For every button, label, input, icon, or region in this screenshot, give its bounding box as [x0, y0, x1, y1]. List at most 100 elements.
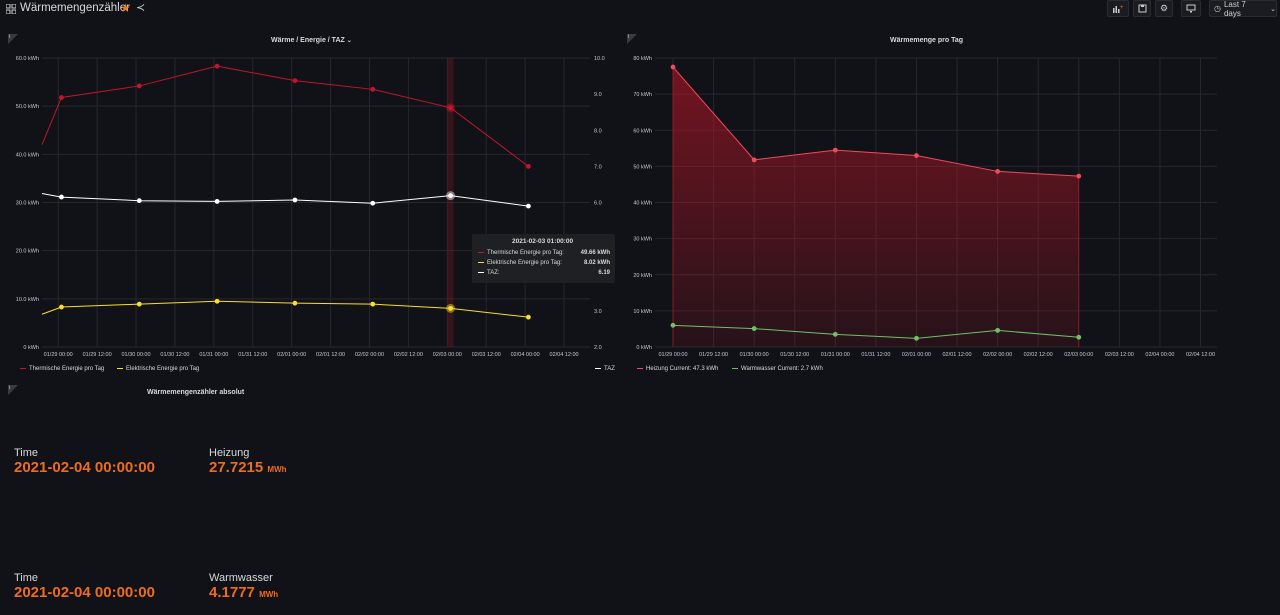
dashboard-header: Wärmemengenzähler ★ ≺ + ⚙ ◷ Last 7 days …: [0, 0, 1280, 20]
stat-label: Heizung: [209, 447, 250, 459]
data-point: [59, 95, 64, 100]
data-point: [995, 327, 1001, 333]
data-point: [292, 78, 298, 84]
panel-info-corner[interactable]: i: [627, 34, 637, 44]
y2-tick-label: 8.0: [594, 128, 602, 134]
y-tick-label: 20.0 kWh: [16, 249, 39, 255]
add-panel-icon: +: [1113, 5, 1124, 13]
data-point: [525, 314, 531, 320]
left-chart[interactable]: 0 kWh 10.0 kWh 20.0 kWh 30.0 kWh 40.0 kWh 50.…: [0, 50, 622, 380]
data-point: [214, 63, 220, 69]
apps-icon[interactable]: [6, 4, 16, 14]
right-chart-title[interactable]: Wärmemenge pro Tag: [890, 37, 963, 44]
save-dashboard-button[interactable]: [1133, 0, 1151, 17]
y-tick-label: 50.0 kWh: [16, 104, 39, 110]
x-tick-label: 02/03 12:00: [1105, 352, 1134, 358]
y-tick-label: 40.0 kWh: [16, 152, 39, 158]
data-point: [370, 200, 376, 206]
data-point: [995, 169, 1001, 174]
stat-panel-title[interactable]: Wärmemengenzähler absolut: [147, 389, 245, 396]
x-tick-label: 02/01 00:00: [277, 352, 306, 358]
chart-tooltip: 2021-02-03 01:00:00 Thermische Energie p…: [472, 234, 615, 283]
stat-time-value: 2021-02-04 00:00:00: [14, 459, 155, 476]
y-tick-label: 80 kWh: [633, 56, 652, 62]
tooltip-row: TAZ: 6.19: [478, 270, 610, 276]
legend-item-thermal[interactable]: Thermische Energie pro Tag: [20, 366, 104, 372]
x-tick-label: 02/03 00:00: [1064, 352, 1093, 358]
series-line: [672, 324, 1079, 339]
right-chart[interactable]: 0 kWh 10 kWh 20 kWh 30 kWh 40 kWh 50 kWh 60 kW…: [622, 50, 1280, 365]
data-point: [59, 304, 64, 310]
x-tick-label: 01/31 00:00: [821, 352, 850, 358]
data-point: [670, 322, 676, 328]
panel-info-corner[interactable]: i: [8, 385, 18, 395]
panel-info-corner[interactable]: i: [8, 34, 18, 44]
x-tick-label: 02/01 00:00: [902, 352, 931, 358]
x-tick-label: 02/02 12:00: [394, 352, 423, 358]
legend-item-taz[interactable]: TAZ: [595, 366, 615, 372]
data-point: [136, 198, 142, 204]
svg-text:+: +: [1120, 5, 1124, 11]
x-tick-label: 02/02 00:00: [355, 352, 384, 358]
y-tick-label: 40 kWh: [633, 201, 652, 207]
data-point: [448, 305, 453, 311]
legend-item-heizung[interactable]: Heizung Current: 47.3 kWh: [637, 366, 718, 372]
data-point: [751, 157, 757, 163]
monitor-icon: [1186, 4, 1196, 13]
x-tick-label: 02/02 12:00: [1024, 352, 1053, 358]
chevron-down-icon: ⌄: [346, 38, 352, 44]
y2-tick-label: 6.0: [594, 201, 602, 207]
stat-time-label: Time: [14, 447, 39, 459]
data-point: [370, 86, 376, 92]
y2-tick-label: 2.0: [594, 345, 602, 351]
time-range-label: Last 7 days: [1223, 0, 1246, 18]
data-point: [525, 163, 531, 169]
x-tick-label: 02/04 00:00: [511, 352, 540, 358]
y2-tick-label: 3.0: [594, 309, 602, 315]
data-point: [214, 199, 220, 204]
dashboard-title[interactable]: Wärmemengenzähler: [20, 2, 130, 14]
gear-icon: ⚙: [1159, 3, 1169, 13]
y2-tick-label: 7.0: [594, 164, 602, 170]
y-tick-label: 10 kWh: [633, 309, 652, 315]
data-point: [670, 64, 676, 70]
tooltip-row: Elektrische Energie pro Tag: 8.02 kWh: [478, 260, 610, 266]
legend-item-electric[interactable]: Elektrische Energie pro Tag: [117, 366, 199, 372]
stat-time-value: 2021-02-04 00:00:00: [14, 584, 155, 601]
share-icon[interactable]: ≺: [136, 2, 146, 14]
data-point: [1076, 173, 1082, 179]
x-tick-label: 02/01 12:00: [943, 352, 972, 358]
y-tick-label: 10.0 kWh: [16, 297, 39, 303]
x-tick-label: 01/30 00:00: [122, 352, 151, 358]
y-tick-label: 50 kWh: [633, 164, 652, 170]
y-tick-label: 70 kWh: [633, 92, 652, 98]
settings-button[interactable]: ⚙: [1155, 0, 1173, 17]
x-tick-label: 02/04 12:00: [550, 352, 579, 358]
x-tick-label: 01/29 12:00: [699, 352, 728, 358]
tooltip-row: Thermische Energie pro Tag: 49.66 kWh: [478, 250, 610, 256]
y-tick-label: 0 kWh: [636, 345, 652, 351]
legend-item-warmwasser[interactable]: Warmwasser Current: 2.7 kWh: [732, 366, 823, 372]
x-tick-label: 02/03 12:00: [472, 352, 501, 358]
tooltip-time: 2021-02-03 01:00:00: [512, 238, 574, 245]
data-point: [136, 83, 142, 89]
hover-point: [446, 103, 456, 113]
data-point: [751, 326, 757, 331]
x-tick-label: 01/30 12:00: [780, 352, 809, 358]
left-chart-title[interactable]: Wärme / Energie / TAZ ⌄: [271, 37, 352, 44]
y2-tick-label: 9.0: [594, 92, 602, 98]
data-point: [292, 197, 298, 203]
x-tick-label: 02/01 12:00: [316, 352, 345, 358]
data-point: [914, 335, 919, 341]
data-point: [136, 301, 142, 307]
x-tick-label: 02/03 00:00: [433, 352, 462, 358]
y2-tick-label: 10.0: [594, 56, 605, 62]
time-range-picker[interactable]: ◷ Last 7 days ⌄: [1209, 0, 1277, 18]
series-line: [41, 300, 529, 318]
series-line: [41, 65, 529, 167]
add-panel-button[interactable]: +: [1107, 0, 1129, 17]
view-mode-button[interactable]: [1181, 0, 1201, 17]
star-icon[interactable]: ★: [120, 1, 131, 15]
hover-point: [446, 303, 456, 313]
save-icon: [1138, 4, 1146, 13]
